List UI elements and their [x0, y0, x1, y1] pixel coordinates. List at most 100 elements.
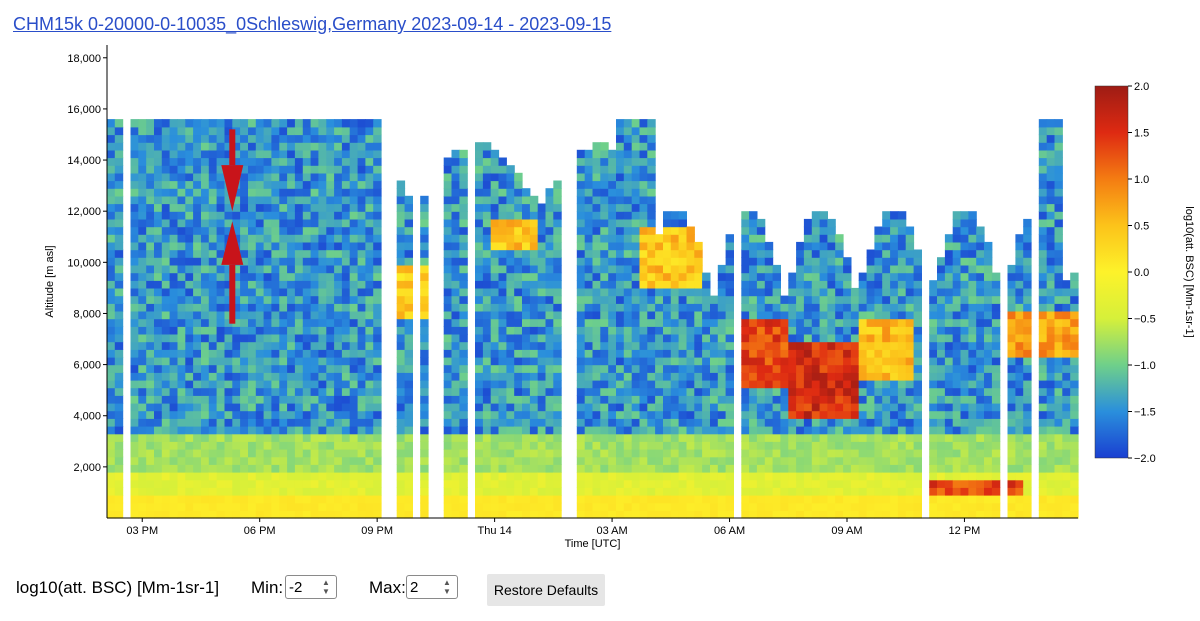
heatmap-cell — [161, 234, 171, 243]
heatmap-cell — [522, 395, 531, 404]
heatmap-cell — [717, 510, 727, 519]
heatmap-cell — [529, 379, 539, 389]
heatmap-cell — [584, 287, 594, 297]
heatmap-cell — [670, 418, 680, 427]
colorbar-tick-label: 1.5 — [1134, 128, 1149, 140]
heatmap-cell — [749, 318, 758, 327]
heatmap-cell — [960, 280, 969, 289]
heatmap-cell — [177, 310, 186, 320]
heatmap-cell — [114, 495, 124, 504]
heatmap-cell — [185, 310, 194, 320]
heatmap-cell — [130, 333, 139, 343]
heatmap-cell — [302, 379, 312, 389]
heatmap-cell — [334, 149, 343, 159]
min-stepper[interactable]: ▲▼ — [285, 575, 337, 599]
heatmap-cell — [154, 241, 163, 251]
heatmap-cell — [130, 326, 139, 335]
heatmap-cell — [193, 510, 202, 519]
heatmap-cell — [686, 379, 695, 389]
heatmap-cell — [749, 257, 758, 266]
heatmap-cell — [294, 395, 304, 404]
heatmap-cell — [216, 264, 225, 274]
heatmap-cell — [608, 395, 617, 404]
heatmap-cell — [341, 341, 351, 350]
heatmap-cell — [576, 441, 586, 450]
heatmap-cell — [537, 326, 547, 335]
heatmap-cell — [420, 372, 429, 381]
stepper-arrows-icon[interactable]: ▲ ▼ — [322, 578, 330, 596]
heatmap-cell — [514, 402, 523, 412]
heatmap-cell — [514, 234, 523, 243]
heatmap-cell — [545, 364, 554, 373]
heatmap-cell — [866, 479, 875, 488]
heatmap-cell — [827, 295, 836, 304]
heatmap-cell — [208, 318, 218, 327]
heatmap-cell — [1023, 303, 1032, 312]
max-input[interactable] — [410, 578, 440, 596]
heatmap-cell — [616, 218, 625, 228]
heatmap-cell — [271, 495, 280, 504]
heatmap-cell — [216, 418, 225, 427]
heatmap-cell — [365, 272, 374, 281]
heatmap-cell — [271, 418, 280, 427]
heatmap-cell — [553, 341, 562, 350]
heatmap-cell — [702, 272, 711, 281]
heatmap-cell — [114, 203, 124, 212]
heatmap-cell — [749, 364, 758, 373]
heatmap-cell — [616, 479, 625, 488]
heatmap-cell — [514, 510, 523, 519]
stepper-arrows-icon[interactable]: ▲ ▼ — [443, 578, 451, 596]
heatmap-cell — [255, 487, 265, 496]
heatmap-cell — [443, 157, 453, 166]
heatmap-cell — [357, 234, 366, 243]
heatmap-cell — [201, 226, 210, 235]
heatmap-cell — [271, 234, 280, 243]
heatmap-cell — [545, 272, 554, 281]
heatmap-cell — [482, 195, 492, 205]
heatmap-cell — [584, 372, 594, 381]
heatmap-cell — [498, 502, 507, 511]
heatmap-cell — [866, 318, 875, 327]
heatmap-cell — [843, 456, 852, 465]
heatmap-cell — [287, 134, 296, 143]
heatmap-cell — [545, 479, 554, 488]
heatmap-cell — [592, 487, 601, 496]
heatmap-cell — [1046, 464, 1056, 473]
heatmap-cell — [404, 241, 413, 251]
heatmap-cell — [459, 502, 468, 511]
heatmap-cell — [968, 287, 977, 297]
heatmap-cell — [420, 472, 429, 481]
heatmap-cell — [107, 264, 116, 274]
heatmap-cell — [279, 310, 288, 320]
heatmap-cell — [608, 402, 617, 412]
heatmap-cell — [780, 487, 789, 496]
heatmap-cell — [819, 218, 828, 228]
heatmap-cell — [318, 157, 327, 166]
min-input[interactable] — [289, 578, 319, 596]
heatmap-cell — [146, 226, 155, 235]
heatmap-cell — [866, 464, 875, 473]
heatmap-cell — [780, 326, 789, 335]
heatmap-cell — [663, 349, 672, 358]
heatmap-cell — [866, 449, 875, 458]
heatmap-cell — [741, 456, 750, 465]
restore-defaults-button[interactable]: Restore Defaults — [487, 574, 605, 606]
heatmap-cell — [1054, 379, 1063, 389]
page-title-link[interactable]: CHM15k 0-20000-0-10035_0Schleswig,German… — [13, 14, 612, 34]
heatmap-cell — [647, 257, 656, 266]
heatmap-cell — [623, 502, 633, 511]
heatmap-cell — [302, 134, 312, 143]
heatmap-cell — [576, 264, 586, 274]
heatmap-cell — [349, 188, 359, 197]
heatmap-cell — [819, 241, 828, 251]
heatmap-cell — [858, 418, 868, 427]
heatmap-cell — [592, 226, 601, 235]
heatmap-cell — [796, 510, 805, 519]
heatmap-cell — [302, 272, 312, 281]
heatmap-cell — [349, 149, 359, 159]
heatmap-cell — [702, 472, 711, 481]
heatmap-cell — [600, 249, 609, 258]
heatmap-cell — [1038, 502, 1048, 511]
max-stepper[interactable]: ▲▼ — [406, 575, 458, 599]
heatmap-cell — [960, 364, 969, 373]
